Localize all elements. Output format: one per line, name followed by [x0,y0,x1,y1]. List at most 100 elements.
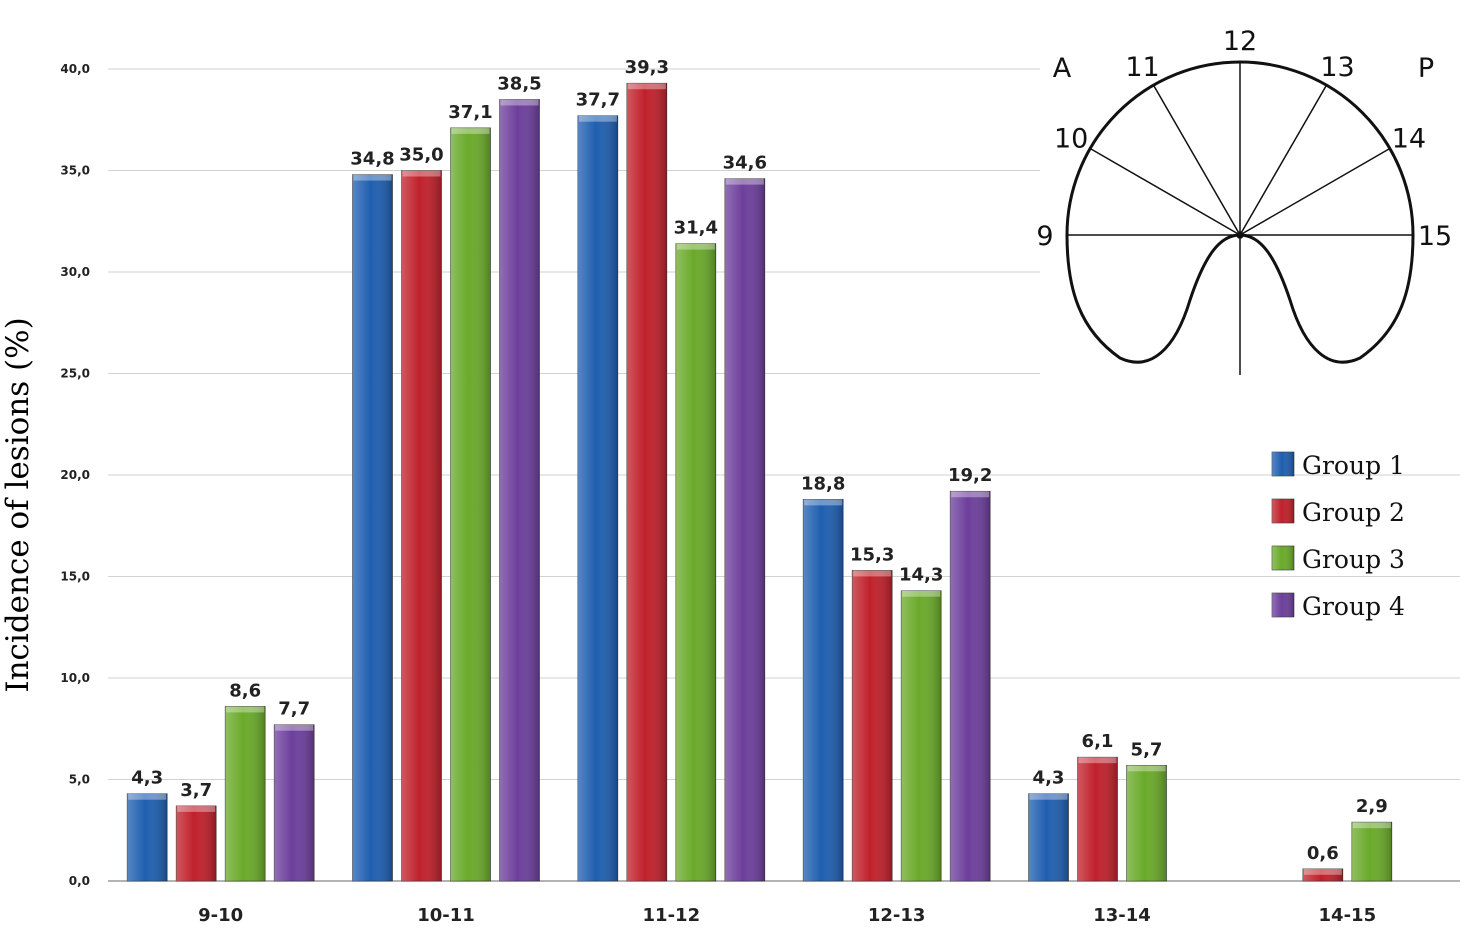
bar-shading [675,243,716,881]
bars: 4,3 3,7 8,6 7,7 34,8 35,0 37,138,5 37,739,3 31,4… [126,57,1393,882]
posterior-label: P [1418,53,1434,84]
y-axis-ticks: 0,0 5,0 10,0 15,0 20,0 25,0 30,0 35,0 40,0 [60,62,90,888]
y-tick-label: 15,0 [60,570,90,584]
data-label: 37,1 [448,102,492,123]
clock-center [1236,231,1244,239]
bar-cap [500,99,539,106]
bar-cap [627,83,666,90]
data-label: 2,9 [1356,796,1388,817]
x-tick-label: 13-14 [1093,905,1151,926]
bar-shading [1351,822,1392,881]
data-label: 6,1 [1082,731,1114,752]
bar-shading [1077,757,1118,881]
bar-cap [451,127,490,134]
bar-shading [577,115,618,881]
data-label: 14,3 [899,565,943,586]
x-axis-categories: 9-10 10-11 11-12 12-13 13-14 14-15 [198,905,1376,926]
bar-cap [853,570,892,577]
anterior-label: A [1053,53,1072,84]
bar-shading [352,174,393,881]
bar-shading [724,178,765,881]
clock-hour-label: 10 [1054,124,1088,155]
clock-hour-labels: 9 10 11 12 13 14 15 [1036,26,1452,252]
legend: Group 1 Group 2 Group 3 Group 4 [1271,451,1405,621]
y-tick-label: 30,0 [60,265,90,279]
data-label: 15,3 [850,544,894,565]
bar-shading [176,805,217,881]
data-label: 37,7 [576,90,620,111]
data-label: 34,8 [350,149,394,170]
clock-spoke [1239,147,1391,236]
legend-label: Group 2 [1302,498,1405,527]
clock-hour-label: 14 [1392,124,1426,155]
data-label: 4,3 [1033,768,1065,789]
y-tick-label: 35,0 [60,164,90,178]
bar-shading [950,491,991,881]
y-axis-label: Incidence of lesions (%) [0,317,36,692]
y-tick-label: 20,0 [60,468,90,482]
data-label: 35,0 [399,145,443,166]
bar-shading [626,83,667,881]
bar-cap [177,805,216,812]
clock-hour-label: 9 [1036,221,1053,252]
y-tick-label: 10,0 [60,671,90,685]
bar-cap [275,724,314,731]
clock-hour-label: 15 [1418,221,1452,252]
clock-spokes [1067,62,1413,375]
data-label: 3,7 [180,780,212,801]
legend-label: Group 4 [1302,592,1405,621]
bar-cap [1078,757,1117,764]
bar-shading [401,170,442,881]
y-tick-label: 25,0 [60,367,90,381]
clock-spoke [1152,84,1241,236]
legend-swatch-shading [1272,546,1294,570]
data-label: 19,2 [948,465,992,486]
bar-shading [1302,868,1343,881]
clock-diagram: A P 9 10 11 12 13 14 15 [1036,26,1470,390]
data-label: 31,4 [674,218,718,239]
bar-shading [274,724,315,881]
bar-cap [1127,765,1166,772]
data-label: 7,7 [278,699,310,720]
data-label: 0,6 [1307,843,1339,864]
bar-cap [128,793,167,800]
clock-hour-label: 11 [1125,52,1159,83]
bar-cap [226,706,265,713]
x-tick-label: 14-15 [1319,905,1377,926]
bar-cap [951,491,990,498]
bar-cap [725,178,764,185]
legend-label: Group 1 [1302,451,1405,480]
diagram-background [1040,40,1470,390]
data-label: 8,6 [229,680,261,701]
bar-shading [1028,793,1069,881]
bar-cap [1029,793,1068,800]
bar-shading [901,590,942,881]
clock-hour-label: 12 [1223,26,1257,57]
bar-shading [803,499,844,881]
bar-shading [127,793,168,881]
data-label: 34,6 [723,153,767,174]
data-label: 38,5 [497,73,541,94]
y-tick-label: 5,0 [69,773,90,787]
x-tick-label: 11-12 [643,905,701,926]
bar-cap [1303,868,1342,875]
clock-spoke [1089,147,1241,236]
x-tick-label: 12-13 [868,905,926,926]
legend-swatch-shading [1272,452,1294,476]
bar-shading [450,127,491,882]
bar-cap [353,174,392,181]
y-tick-label: 40,0 [60,62,90,76]
legend-swatch-shading [1272,499,1294,523]
legend-swatch-shading [1272,593,1294,617]
x-tick-label: 10-11 [417,905,475,926]
clock-spoke [1239,84,1328,236]
bar-cap [402,170,441,177]
bar-shading [499,99,540,881]
bar-cap [676,243,715,250]
bar-shading [852,570,893,881]
bar-cap [804,499,843,506]
legend-label: Group 3 [1302,545,1405,574]
clock-hour-label: 13 [1320,52,1354,83]
bar-shading [1126,765,1167,881]
data-label: 18,8 [801,473,845,494]
